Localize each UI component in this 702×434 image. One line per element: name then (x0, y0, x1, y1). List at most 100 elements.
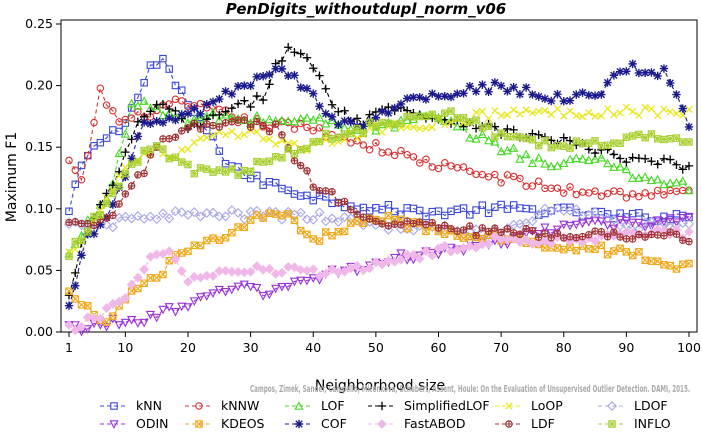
legend-label: SimplifiedLOF (404, 398, 490, 413)
data-point (679, 111, 687, 119)
data-point (96, 220, 105, 229)
data-point (340, 106, 349, 115)
data-point (434, 207, 443, 215)
data-point (610, 228, 618, 236)
data-point (459, 234, 468, 242)
data-point (71, 281, 80, 290)
data-point (459, 204, 468, 212)
data-point (327, 213, 338, 224)
series-group (64, 43, 694, 337)
data-point (265, 135, 274, 143)
data-point (327, 100, 337, 109)
data-point (259, 158, 267, 166)
data-point (328, 188, 336, 196)
data-point (572, 90, 581, 99)
data-point (446, 243, 456, 253)
data-point (246, 102, 255, 112)
series-FastABOD (64, 224, 694, 336)
data-point (290, 139, 299, 147)
data-point (277, 64, 287, 74)
data-point (534, 141, 543, 150)
legend-label: LoOP (531, 398, 563, 413)
data-point (491, 170, 499, 179)
data-point (271, 120, 280, 128)
y-axis-label: Maximum F1 (4, 132, 20, 222)
data-point (390, 103, 399, 113)
data-point (634, 218, 644, 228)
data-point (102, 134, 111, 142)
data-point (152, 61, 161, 69)
data-point (471, 87, 481, 96)
data-point (671, 177, 682, 187)
data-point (152, 116, 161, 126)
data-point (415, 251, 425, 261)
data-point (641, 189, 649, 197)
data-point (503, 124, 512, 134)
data-point (521, 149, 531, 159)
data-point (240, 116, 249, 124)
data-point (647, 230, 656, 239)
data-point (164, 213, 175, 224)
data-point (295, 264, 306, 275)
data-point (653, 186, 662, 195)
data-point (503, 133, 512, 141)
data-point (234, 133, 242, 141)
data-point (140, 146, 148, 155)
data-point (503, 87, 512, 96)
data-point (65, 218, 73, 227)
data-point (684, 122, 694, 132)
data-point (145, 310, 156, 320)
data-point (403, 217, 411, 225)
data-point (214, 285, 224, 295)
data-point (196, 241, 205, 250)
data-point (240, 96, 249, 105)
x-tick-label: 70 (493, 340, 509, 355)
data-point (397, 119, 405, 128)
data-point (196, 109, 205, 119)
data-point (596, 152, 606, 162)
y-tick-label: 0.25 (25, 16, 53, 31)
data-point (321, 109, 330, 118)
data-point (572, 246, 581, 255)
data-point (115, 182, 123, 191)
data-point (347, 139, 355, 147)
data-point (603, 78, 612, 87)
data-point (77, 251, 86, 260)
data-point (109, 189, 117, 197)
data-point (347, 129, 355, 138)
data-point (234, 116, 242, 124)
data-point (258, 95, 268, 105)
data-point (165, 104, 174, 114)
legend-label: LDOF (634, 398, 668, 413)
data-point (202, 292, 212, 301)
data-point (71, 166, 80, 175)
data-point (622, 103, 631, 111)
data-point (640, 68, 650, 78)
data-point (522, 134, 530, 143)
data-point (378, 220, 386, 228)
data-point (90, 118, 98, 127)
data-point (647, 192, 656, 200)
data-point (89, 313, 99, 323)
x-tick-label: 20 (180, 340, 196, 355)
legend-item: KDEOS (185, 416, 265, 431)
data-point (441, 120, 449, 129)
data-point (635, 230, 643, 239)
data-point (547, 234, 555, 242)
data-point (622, 248, 631, 256)
data-point (139, 118, 149, 127)
data-point (607, 401, 617, 411)
data-point (183, 109, 193, 118)
series-INFLO (65, 107, 693, 261)
data-point (189, 207, 200, 218)
data-point (397, 146, 405, 155)
data-point (195, 114, 206, 123)
data-point (502, 145, 513, 155)
data-point (120, 129, 130, 138)
data-point (660, 105, 668, 113)
data-point (377, 401, 387, 411)
data-point (246, 123, 255, 131)
data-point (591, 227, 599, 235)
data-point (622, 157, 631, 167)
data-point (578, 88, 587, 97)
